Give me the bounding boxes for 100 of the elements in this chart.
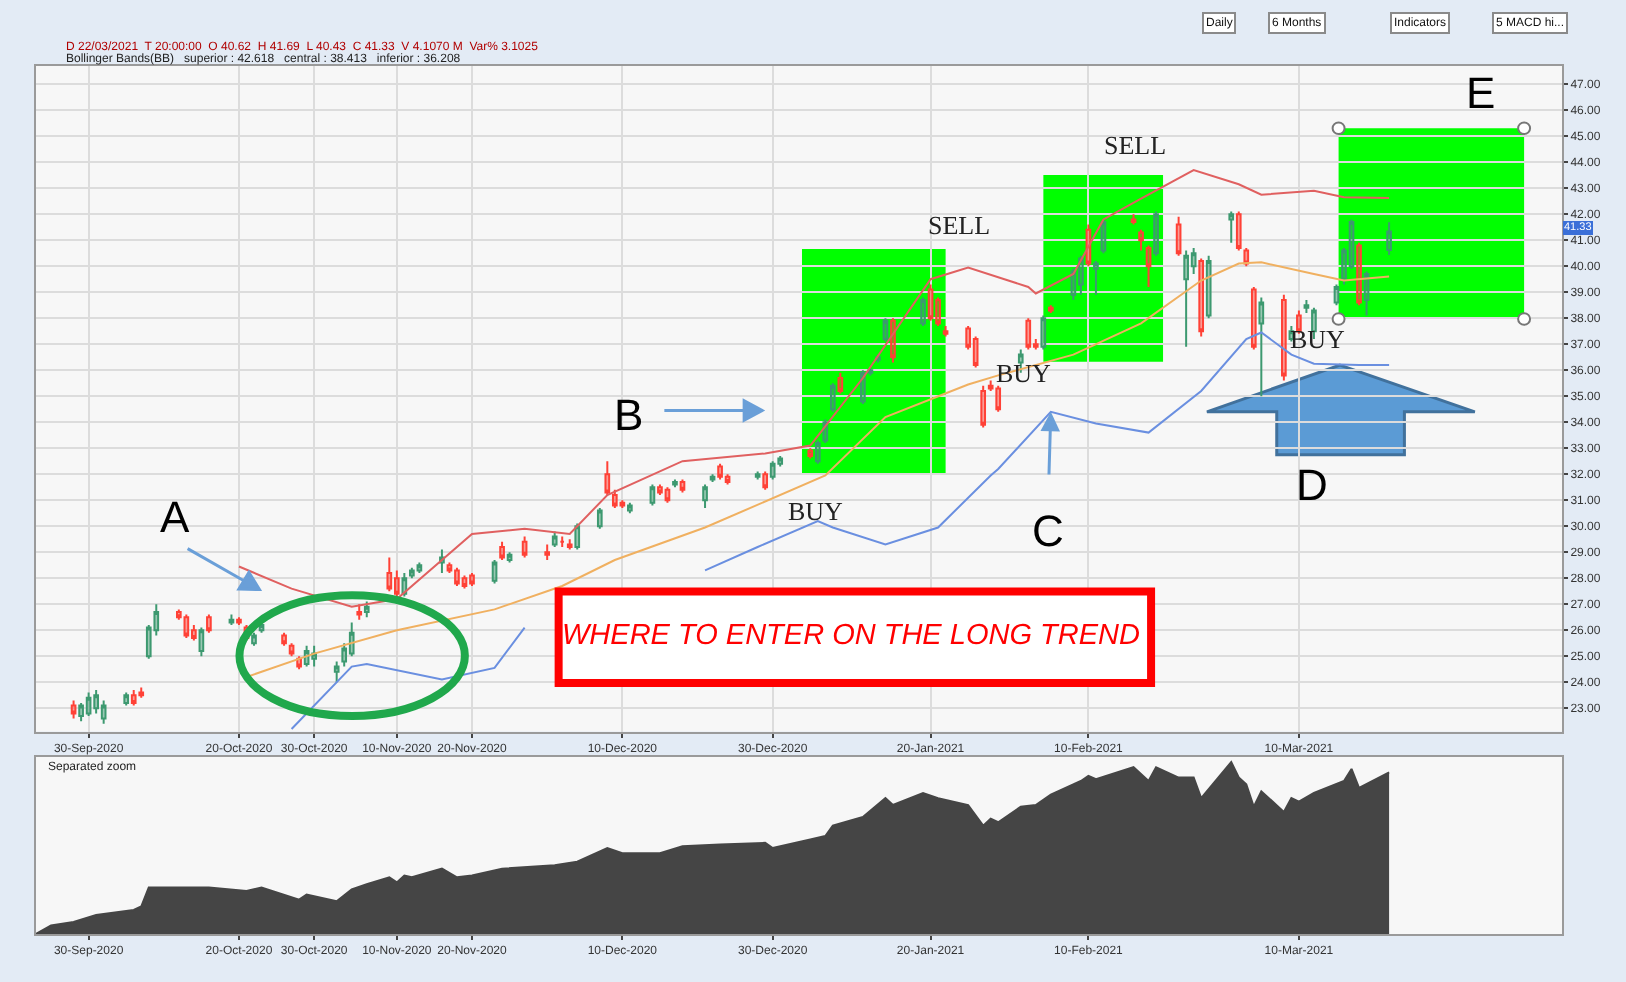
candlestick: [762, 470, 769, 491]
candlestick: [454, 566, 460, 587]
candlestick: [837, 371, 844, 395]
candlestick: [702, 483, 708, 509]
candlestick: [506, 551, 513, 564]
candlestick: [717, 462, 723, 481]
candlestick: [521, 535, 528, 559]
candlestick: [987, 379, 994, 392]
candlestick: [942, 325, 949, 338]
candlestick: [1145, 244, 1152, 288]
candlestick: [920, 296, 926, 327]
annotation: BUY: [1290, 324, 1347, 354]
candlestick: [356, 603, 363, 621]
candlestick: [130, 689, 137, 707]
candlestick: [78, 702, 84, 723]
candlestick: [145, 624, 152, 660]
candlestick: [198, 626, 205, 658]
candlestick: [1040, 314, 1047, 351]
candlestick: [1047, 304, 1054, 314]
candlestick: [1228, 210, 1235, 244]
candlestick: [1250, 286, 1257, 351]
candlestick: [1235, 210, 1242, 252]
annotation: C: [1032, 506, 1064, 556]
candlestick: [469, 572, 475, 587]
candlestick: [138, 686, 145, 699]
candlestick: [814, 439, 821, 465]
candlestick: [965, 325, 971, 351]
annotation: A: [160, 492, 190, 542]
candlestick: [1198, 257, 1205, 338]
candlestick: [236, 616, 242, 626]
candlestick: [1205, 254, 1212, 320]
candlestick: [807, 447, 814, 460]
candlestick: [927, 283, 934, 322]
candlestick: [769, 460, 776, 481]
candlestick: [1138, 228, 1144, 252]
candlestick: [890, 317, 896, 364]
candlestick: [709, 473, 716, 483]
candlestick: [1333, 283, 1340, 307]
candlestick: [296, 655, 302, 671]
candlestick: [281, 631, 287, 647]
candlestick: [70, 699, 77, 720]
candlestick: [123, 691, 130, 707]
annotation: SELL: [928, 210, 991, 240]
candlestick: [1175, 215, 1182, 257]
candlestick: [191, 624, 197, 642]
candlestick: [559, 535, 566, 548]
candlestick: [85, 691, 92, 717]
candlestick: [679, 478, 686, 494]
candlestick: [972, 335, 979, 369]
candlestick: [882, 317, 889, 343]
candlestick: [619, 499, 626, 509]
candlestick: [1190, 247, 1197, 275]
candlestick: [393, 569, 400, 598]
candlestick: [386, 556, 393, 593]
candlestick: [341, 642, 348, 668]
candlestick: [100, 699, 107, 725]
candlestick: [754, 470, 761, 481]
candlestick: [206, 613, 212, 634]
candlestick: [566, 538, 573, 551]
candlestick: [1303, 299, 1310, 314]
candlestick: [175, 608, 182, 621]
annotation: D: [1296, 460, 1328, 510]
annotation: E: [1466, 68, 1496, 118]
candlestick: [604, 460, 611, 496]
candlestick: [499, 540, 505, 561]
annotation: BUY: [788, 496, 845, 526]
candlestick: [995, 384, 1002, 413]
candlestick: [657, 483, 663, 496]
candlestick: [627, 501, 633, 515]
candlestick: [288, 642, 295, 658]
candlestick: [724, 473, 731, 486]
candlestick: [1153, 210, 1159, 257]
candlestick: [1130, 213, 1137, 226]
candlestick: [333, 660, 340, 684]
candlestick: [544, 543, 551, 561]
candlestick: [596, 507, 603, 530]
candlestick: [409, 566, 415, 580]
candlestick: [672, 478, 678, 489]
line-series: [245, 261, 1391, 678]
candlestick: [777, 455, 784, 468]
candlestick: [1025, 317, 1032, 351]
candlestick: [93, 689, 99, 715]
candlestick: [1093, 260, 1099, 296]
candlestick: [461, 574, 468, 590]
candlestick: [228, 613, 235, 626]
candlestick: [1281, 293, 1287, 382]
candlestick: [935, 296, 941, 327]
candlestick: [348, 621, 355, 658]
candlestick: [611, 488, 618, 509]
annotation: WHERE TO ENTER ON THE LONG TREND: [562, 620, 1140, 652]
annotation: B: [614, 390, 644, 440]
candlestick: [551, 530, 558, 548]
candlestick: [1296, 309, 1302, 335]
candlestick: [1258, 296, 1265, 398]
candlestick: [153, 603, 160, 637]
annotation: SELL: [1104, 130, 1167, 160]
candlestick: [251, 631, 257, 647]
candlestick: [980, 384, 987, 429]
candlestick: [1183, 249, 1189, 348]
candlestick: [1032, 338, 1039, 351]
